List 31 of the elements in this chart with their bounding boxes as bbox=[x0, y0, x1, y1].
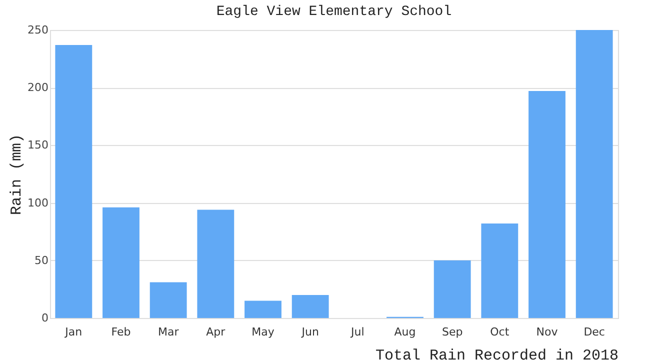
y-tick-label: 250 bbox=[28, 24, 48, 36]
bar bbox=[292, 294, 329, 318]
y-tick-label: 100 bbox=[28, 196, 48, 210]
bar bbox=[481, 224, 518, 318]
x-tick-label: Apr bbox=[206, 326, 226, 338]
x-tick-label: Mar bbox=[158, 326, 180, 338]
y-tick-label: 50 bbox=[34, 254, 48, 267]
bar bbox=[55, 44, 92, 318]
bar bbox=[244, 300, 282, 318]
bar bbox=[528, 91, 566, 318]
bar bbox=[150, 282, 187, 318]
x-tick-label: Feb bbox=[111, 326, 131, 338]
bar bbox=[197, 210, 234, 318]
bar bbox=[576, 30, 613, 318]
x-axis-title: Total Rain Recorded in 2018 bbox=[375, 348, 618, 360]
x-tick-label: Jul bbox=[350, 326, 364, 338]
bar bbox=[434, 260, 471, 318]
y-axis-title: Rain (mm) bbox=[8, 134, 26, 216]
x-tick-label: Jun bbox=[300, 326, 319, 338]
bar bbox=[102, 207, 140, 318]
x-tick-label: Jan bbox=[64, 326, 82, 338]
x-tick-label: Dec bbox=[584, 326, 605, 338]
x-tick-label: Nov bbox=[536, 326, 558, 338]
x-tick-label: May bbox=[252, 326, 275, 338]
x-tick-label: Aug bbox=[394, 326, 416, 338]
y-tick-label: 150 bbox=[28, 138, 48, 152]
y-tick-label: 200 bbox=[28, 81, 48, 94]
x-tick-label: Sep bbox=[442, 326, 463, 338]
chart-title: Eagle View Elementary School bbox=[216, 4, 452, 20]
y-tick-label: 0 bbox=[42, 312, 48, 324]
x-tick-label: Oct bbox=[490, 326, 510, 338]
